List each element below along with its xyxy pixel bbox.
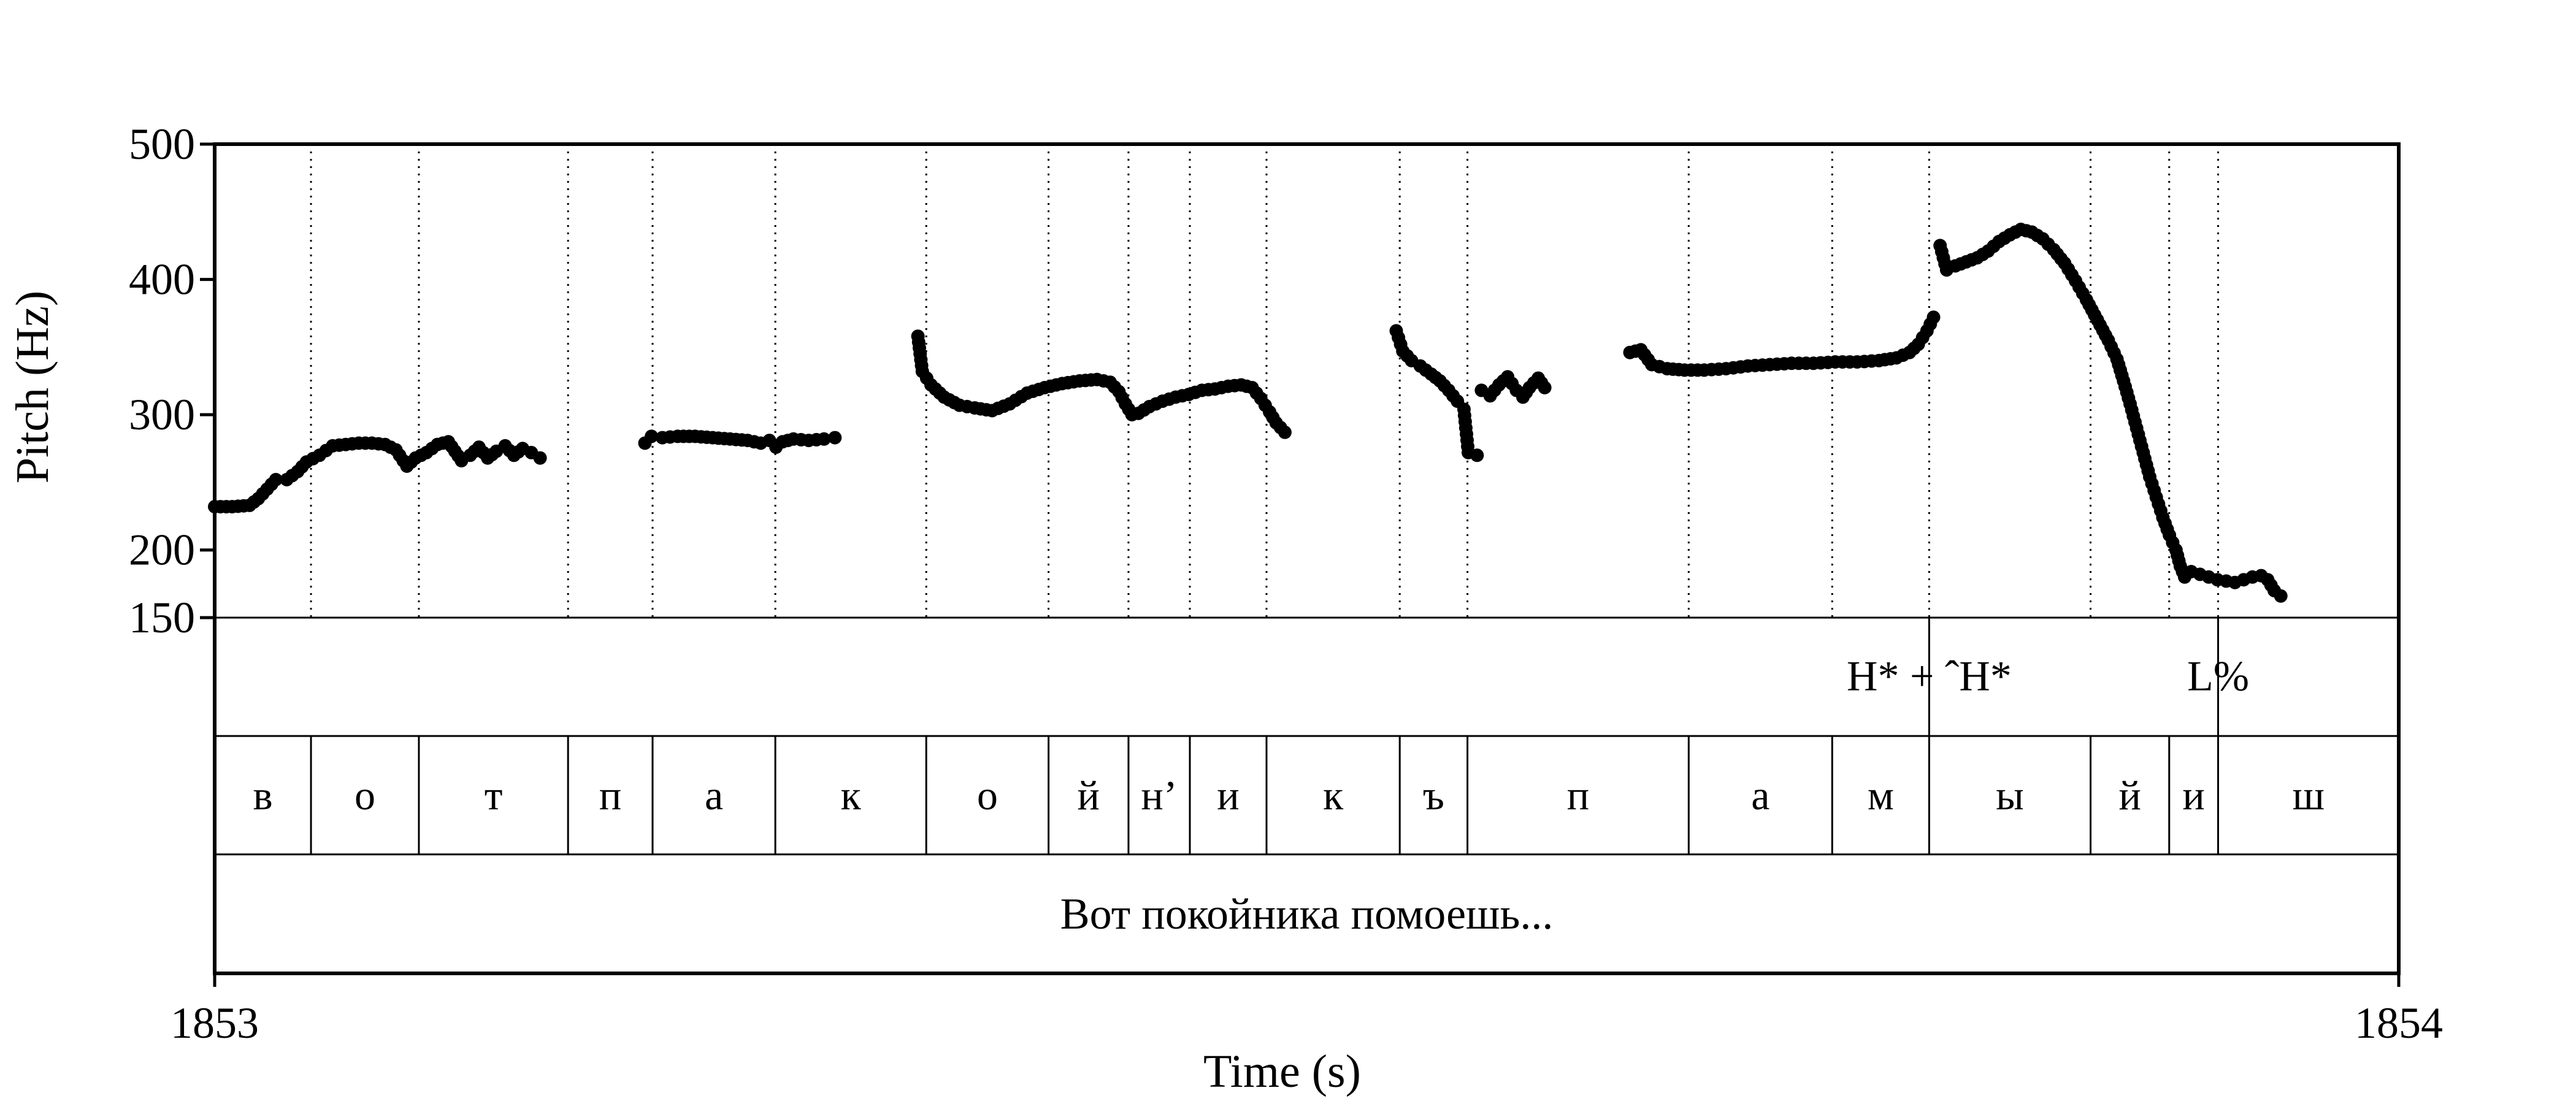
tone-label: H* + ˆH* — [1847, 653, 2012, 700]
segment-boundary-gridlines — [310, 144, 2220, 618]
segment-label: ш — [2293, 772, 2325, 819]
pitch-point — [1470, 448, 1484, 462]
segment-label: в — [253, 772, 272, 819]
pitch-point — [828, 431, 842, 445]
pitch-point — [1278, 425, 1292, 439]
segment-label: а — [705, 772, 723, 819]
segment-label: о — [355, 772, 375, 819]
x-tick-label: 1854 — [2355, 999, 2443, 1048]
y-tick-label: 500 — [129, 120, 195, 169]
segment-label: й — [1078, 772, 1100, 819]
segment-label: о — [977, 772, 998, 819]
pitch-point — [1926, 310, 1941, 324]
x-axis-ticks: 1853 1854 — [171, 973, 2443, 1048]
segment-label: и — [1217, 772, 1239, 819]
pitch-point — [817, 432, 831, 446]
x-tick-label: 1853 — [171, 999, 259, 1048]
pitch-point — [1538, 381, 1552, 394]
segment-label: к — [841, 772, 862, 819]
segment-label: й — [2118, 772, 2141, 819]
y-axis-ticks: 500 400 300 200 150 — [129, 120, 215, 642]
tone-label: L% — [2187, 653, 2249, 700]
segment-tier: в о т п а к о й н’ и к ъ п а м ы й и ш — [253, 772, 2324, 819]
y-tick-label: 200 — [129, 526, 195, 575]
segment-label: п — [1567, 772, 1589, 819]
plot-border — [213, 142, 2401, 975]
pitch-points — [208, 223, 2288, 603]
pitch-point — [269, 473, 283, 486]
sentence-label: Вот покойника помоешь... — [1060, 889, 1554, 938]
y-tick-label: 400 — [129, 255, 195, 304]
segment-label: н’ — [1141, 772, 1177, 819]
pitch-point — [533, 451, 547, 465]
segment-label: м — [1868, 772, 1894, 819]
segment-label: ы — [1996, 772, 2024, 819]
tone-tier: H* + ˆH* L% — [1847, 618, 2249, 736]
pitch-point — [645, 429, 659, 443]
segment-label: к — [1323, 772, 1344, 819]
y-tick-label: 300 — [129, 390, 195, 439]
annotation-tiers — [215, 616, 2399, 856]
y-tick-label: 150 — [129, 593, 195, 642]
segment-label: т — [485, 772, 503, 819]
segment-label: а — [1751, 772, 1769, 819]
segment-label: и — [2182, 772, 2204, 819]
pitch-point — [2274, 589, 2288, 603]
y-axis-title: Pitch (Hz) — [7, 291, 58, 483]
plot-frame — [213, 142, 2401, 975]
x-axis-title: Time (s) — [1203, 1046, 1361, 1097]
segment-label: ъ — [1423, 772, 1444, 819]
segment-label: п — [599, 772, 621, 819]
